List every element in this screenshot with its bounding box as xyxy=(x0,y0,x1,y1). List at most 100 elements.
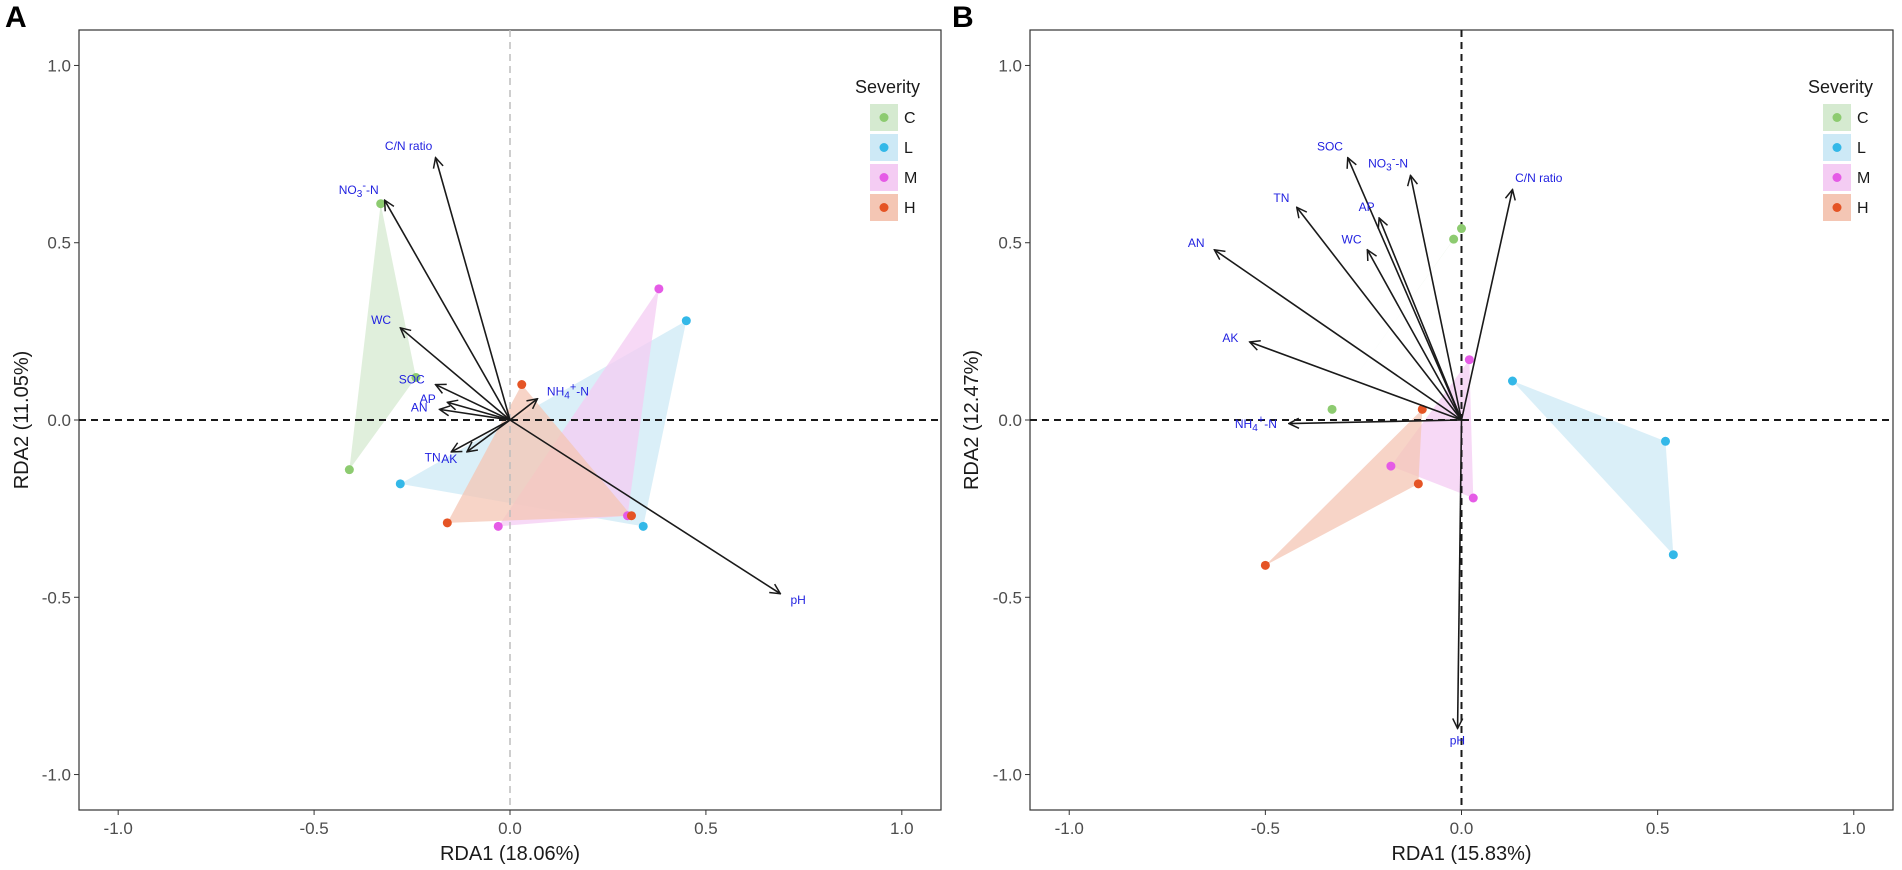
panel-b: B -1.0 -0.5 0.0 0.5 1.0 -1.0 -0.5 0.0 0.5 1.0 RDA1 … xyxy=(952,1,1894,865)
arrow-label: NO3--N xyxy=(1368,154,1408,174)
point-h xyxy=(1413,479,1423,489)
legend-dot-c xyxy=(879,113,889,122)
point-l xyxy=(681,316,691,326)
arrow xyxy=(439,409,511,421)
x-tick-label: -0.5 xyxy=(299,819,328,838)
hull-c xyxy=(349,203,416,470)
arrow-label: AN xyxy=(1188,236,1205,250)
point-m xyxy=(1464,355,1474,365)
hull-l xyxy=(1512,381,1674,555)
point-m xyxy=(493,521,503,531)
arrow-label: AP xyxy=(1359,200,1375,214)
arrow-label: pH xyxy=(1450,733,1465,747)
arrow-label: TN xyxy=(1273,191,1289,205)
arrow xyxy=(451,419,511,452)
hull-c xyxy=(1332,228,1462,410)
y-tick-label: 0.0 xyxy=(998,411,1022,430)
y-tick-label: 1.0 xyxy=(47,56,71,75)
y-tick-label: 0.5 xyxy=(998,234,1022,253)
arrow xyxy=(509,399,537,421)
arrow xyxy=(1289,420,1462,424)
arrow-label: TN xyxy=(425,451,441,465)
arrow-label: AK xyxy=(441,452,457,466)
point-m xyxy=(1386,461,1396,471)
arrow-label: AN xyxy=(411,401,428,415)
arrow-label: AP xyxy=(420,392,436,406)
panel-letter: A xyxy=(5,1,27,34)
legend-label-c: C xyxy=(1857,110,1869,127)
x-axis-title: RDA1 (18.06%) xyxy=(440,843,580,865)
legend-label-h: H xyxy=(904,200,916,217)
point-c xyxy=(344,465,354,475)
point-l xyxy=(1507,376,1517,386)
arrow xyxy=(1297,207,1463,421)
hull-h xyxy=(1265,409,1423,566)
y-tick-label: -1.0 xyxy=(993,766,1022,785)
y-tick-label: -1.0 xyxy=(42,766,71,785)
x-tick-label: -0.5 xyxy=(1251,819,1280,838)
arrow xyxy=(447,402,511,421)
x-tick-label: 1.0 xyxy=(1842,819,1866,838)
x-axis-title: RDA1 (15.83%) xyxy=(1391,843,1531,865)
x-tick-label: 0.5 xyxy=(1646,819,1670,838)
arrow xyxy=(509,419,780,594)
point-c xyxy=(411,372,421,382)
y-tick-label: -0.5 xyxy=(42,588,71,607)
legend-dot-m xyxy=(879,173,889,182)
legend-dot-m xyxy=(1832,173,1842,182)
x-tick-label: -1.0 xyxy=(1055,819,1084,838)
arrow xyxy=(467,419,511,452)
arrow xyxy=(1250,342,1462,421)
point-c xyxy=(1327,404,1337,414)
arrow-label: pH xyxy=(790,593,805,607)
x-tick-label: 0.5 xyxy=(694,819,718,838)
arrow-label: NH4+-N xyxy=(547,381,589,401)
arrow-label: C/N ratio xyxy=(385,139,433,153)
y-tick-label: 0.0 xyxy=(47,411,71,430)
arrow-label: SOC xyxy=(399,372,425,386)
x-tick-label: -1.0 xyxy=(104,819,133,838)
legend-title: Severity xyxy=(1808,77,1873,97)
x-tick-label: 1.0 xyxy=(890,819,914,838)
hull-m xyxy=(498,288,659,527)
arrow xyxy=(385,200,511,421)
point-m xyxy=(654,284,664,294)
arrow xyxy=(1367,250,1463,421)
point-c xyxy=(1457,224,1466,234)
legend-label-h: H xyxy=(1857,200,1869,217)
legend-label-l: L xyxy=(1857,140,1866,157)
arrow xyxy=(400,328,511,421)
arrow-label: NO3--N xyxy=(339,180,379,200)
legend-dot-c xyxy=(1832,113,1842,122)
arrow xyxy=(1348,158,1463,421)
legend-dot-l xyxy=(879,143,889,152)
x-tick-label: 0.0 xyxy=(1450,819,1474,838)
panel-letter: B xyxy=(952,1,974,34)
arrow xyxy=(1458,419,1462,728)
y-tick-label: -0.5 xyxy=(993,588,1022,607)
arrow xyxy=(1379,218,1463,421)
legend-dot-l xyxy=(1832,143,1842,152)
arrow-label: AK xyxy=(1222,331,1238,345)
legend-label-m: M xyxy=(904,170,917,187)
legend-dot-h xyxy=(879,203,889,212)
arrow-label: WC xyxy=(371,313,391,327)
arrow xyxy=(1214,250,1462,421)
y-tick-label: 0.5 xyxy=(47,234,71,253)
arrow-label: SOC xyxy=(1317,140,1343,154)
arrow-label: WC xyxy=(1342,232,1362,246)
point-l xyxy=(395,479,405,489)
arrow xyxy=(1460,190,1513,421)
point-l xyxy=(1660,436,1670,446)
point-h xyxy=(1260,560,1270,570)
arrow xyxy=(1411,175,1463,421)
y-axis-title: RDA2 (11.05%) xyxy=(11,351,33,490)
legend-title: Severity xyxy=(855,77,920,97)
legend-dot-h xyxy=(1832,203,1842,212)
point-h xyxy=(442,518,452,528)
arrow-label: C/N ratio xyxy=(1515,171,1563,185)
arrow xyxy=(436,158,511,421)
